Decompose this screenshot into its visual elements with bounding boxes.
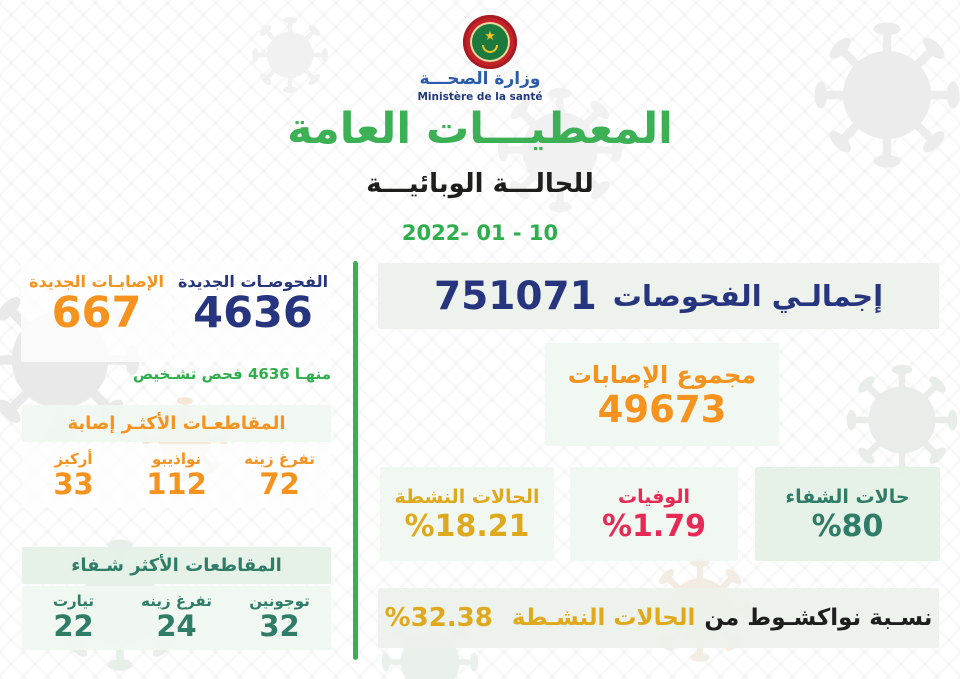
district-name: تفرغ زينه <box>244 449 315 468</box>
new-tests-card: الفحوصـات الجديدة 4636 <box>175 261 331 362</box>
active-cases-percentage: %18.21 <box>404 509 530 544</box>
district-name: توجونين <box>249 591 310 610</box>
new-cases-label: الإصابـات الجديدة <box>29 272 164 291</box>
district-stat: توجونين 32 <box>228 591 331 644</box>
district-stat: تفرغ زينه 72 <box>228 449 331 502</box>
district-value: 24 <box>156 608 197 643</box>
deaths-label: الوفيات <box>618 486 690 508</box>
nouakchott-share-highlight: الحالات النشـطة <box>511 605 696 631</box>
district-value: 33 <box>53 466 94 501</box>
district-name: تفرغ زينه <box>141 591 212 610</box>
star-icon: ★ <box>484 29 496 44</box>
district-stat: تيارت 22 <box>22 591 125 644</box>
top-recovered-title: المقاطعات الأكثر شـفاء <box>22 547 331 584</box>
active-cases-card: الحالات النشطة %18.21 <box>380 467 554 561</box>
district-value: 22 <box>53 608 94 643</box>
district-value: 112 <box>146 466 207 501</box>
top-infected-districts-section: المقاطعـات الأكثـر إصابة تفرغ زينه 72 نو… <box>22 405 331 508</box>
new-cases-value: 667 <box>51 288 142 338</box>
vertical-divider <box>353 261 358 660</box>
district-name: أركيز <box>54 449 93 468</box>
ministry-name-arabic: وزارة الصحـــة <box>419 69 541 89</box>
total-tests-label: إجمالـي الفحوصات <box>612 279 884 313</box>
recoveries-label: حالات الشفاء <box>785 486 910 508</box>
district-name: تيارت <box>52 591 95 610</box>
top-infected-grid: تفرغ زينه 72 نواذيبو 112 أركيز 33 <box>22 444 331 508</box>
diagnostic-tests-note: منهـا 4636 فحص تشـخيص <box>132 365 331 383</box>
deaths-card: الوفيات %1.79 <box>570 467 738 561</box>
deaths-percentage: %1.79 <box>601 509 707 544</box>
top-recovered-districts-section: المقاطعات الأكثر شـفاء توجونين 32 تفرغ ز… <box>22 547 331 650</box>
report-date: 2022- 01 - 10 <box>401 221 559 245</box>
district-stat: تفرغ زينه 24 <box>125 591 228 644</box>
new-tests-value: 4636 <box>193 288 313 338</box>
nouakchott-share-value: %32.38 <box>384 603 493 633</box>
nouakchott-share-prefix: نسـبة نواكشـوط من <box>704 605 933 631</box>
ministry-name-french: Ministère de la santé <box>417 91 543 103</box>
district-value: 32 <box>259 608 300 643</box>
total-tests-value: 751071 <box>433 273 597 319</box>
new-cases-card: الإصابـات الجديدة 667 <box>21 261 172 362</box>
active-cases-label: الحالات النشطة <box>394 486 540 508</box>
recoveries-percentage: %80 <box>811 509 884 544</box>
seal-inner-disc: ★ <box>472 24 508 60</box>
district-stat: نواذيبو 112 <box>125 449 228 502</box>
district-name: نواذيبو <box>151 449 202 468</box>
recoveries-card: حالات الشفاء %80 <box>755 467 940 561</box>
new-tests-label: الفحوصـات الجديدة <box>177 272 329 291</box>
district-value: 72 <box>259 466 300 501</box>
district-stat: أركيز 33 <box>22 449 125 502</box>
crescent-icon <box>482 45 498 53</box>
total-cases-card: مجموع الإصابات 49673 <box>545 343 779 446</box>
total-cases-value: 49673 <box>597 388 727 431</box>
total-cases-label: مجموع الإصابات <box>567 361 757 389</box>
top-recovered-grid: توجونين 32 تفرغ زينه 24 تيارت 22 <box>22 586 331 650</box>
nouakchott-share-banner: نسـبة نواكشـوط من الحالات النشـطة %32.38 <box>378 588 939 648</box>
page-subtitle: للحالـــة الوبائيـــة <box>366 169 594 199</box>
virus-icon <box>846 364 958 476</box>
ministry-seal-logo: ★ <box>463 15 517 69</box>
top-infected-title: المقاطعـات الأكثـر إصابة <box>22 405 331 442</box>
page-title: المعطيـــات العامة <box>287 104 673 154</box>
total-tests-banner: إجمالـي الفحوصات 751071 <box>378 263 939 329</box>
